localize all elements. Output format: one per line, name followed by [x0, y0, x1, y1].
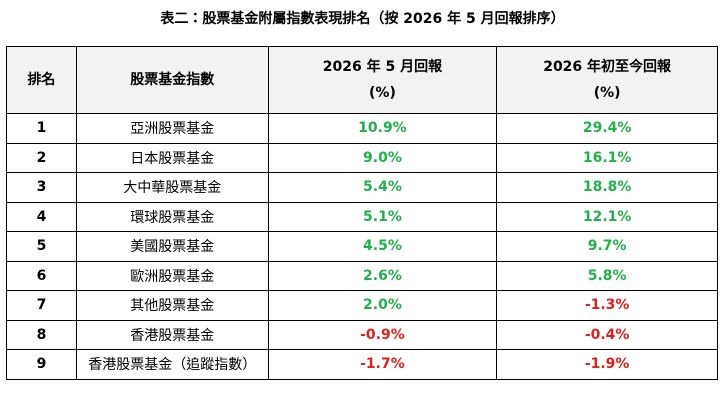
table-row: 6 歐洲股票基金 2.6% 5.8%: [6, 260, 718, 291]
return-cell: -0.4%: [496, 319, 718, 350]
fund-name-cell: 大中華股票基金: [75, 172, 269, 203]
column-header: 2026 年 5 月回報 (%): [267, 46, 498, 114]
rank-cell: 6: [6, 260, 77, 291]
table-title: 表二：股票基金附屬指數表現排名（按 2026 年 5 月回報排序）: [160, 11, 565, 27]
return-cell: -1.3%: [496, 290, 718, 321]
return-cell: 5.8%: [496, 260, 718, 291]
table-row: 7 其他股票基金 2.0% -1.3%: [6, 290, 718, 321]
table-row: 3 大中華股票基金 5.4% 18.8%: [6, 172, 718, 203]
return-cell: -0.9%: [267, 319, 498, 350]
fund-name-cell: 日本股票基金: [75, 142, 269, 173]
return-cell: 5.4%: [267, 172, 498, 203]
table-row: 1 亞洲股票基金 10.9% 29.4%: [6, 113, 718, 144]
rank-cell: 8: [6, 319, 77, 350]
rank-cell: 7: [6, 290, 77, 321]
fund-name-cell: 美國股票基金: [75, 231, 269, 262]
return-cell: -1.7%: [267, 349, 498, 380]
fund-name-cell: 香港股票基金（追蹤指數）: [75, 349, 269, 380]
return-cell: 18.8%: [496, 172, 718, 203]
rank-cell: 1: [6, 113, 77, 144]
header-line: (%): [593, 85, 621, 101]
return-cell: 10.9%: [267, 113, 498, 144]
header-line: (%): [369, 85, 396, 101]
header-line: 排名: [27, 72, 56, 88]
header-row: 排名 股票基金指數 2026 年 5 月回報 (%) 2026 年初至今回報 (%): [6, 46, 718, 114]
column-header: 排名: [6, 46, 77, 114]
fund-name-cell: 環球股票基金: [75, 201, 269, 232]
return-cell: 9.7%: [496, 231, 718, 262]
rank-cell: 5: [6, 231, 77, 262]
table-row: 9 香港股票基金（追蹤指數） -1.7% -1.9%: [6, 349, 718, 380]
column-header: 2026 年初至今回報 (%): [496, 46, 718, 114]
table-body: 1 亞洲股票基金 10.9% 29.4% 2 日本股票基金 9.0% 16.1% 3 大中華股票基…: [6, 113, 718, 380]
column-header: 股票基金指數: [75, 46, 269, 114]
rank-cell: 2: [6, 142, 77, 173]
rank-cell: 9: [6, 349, 77, 380]
return-cell: 16.1%: [496, 142, 718, 173]
return-cell: 29.4%: [496, 113, 718, 144]
table-row: 2 日本股票基金 9.0% 16.1%: [6, 142, 718, 173]
return-cell: 5.1%: [267, 201, 498, 232]
fund-name-cell: 亞洲股票基金: [75, 113, 269, 144]
fund-name-cell: 香港股票基金: [75, 319, 269, 350]
fund-name-cell: 其他股票基金: [75, 290, 269, 321]
header-line: 股票基金指數: [130, 72, 215, 88]
rank-cell: 3: [6, 172, 77, 203]
rank-cell: 4: [6, 201, 77, 232]
return-cell: 2.6%: [267, 260, 498, 291]
return-cell: 12.1%: [496, 201, 718, 232]
fund-name-cell: 歐洲股票基金: [75, 260, 269, 291]
header-line: 2026 年 5 月回報: [322, 59, 443, 75]
table-head: 排名 股票基金指數 2026 年 5 月回報 (%) 2026 年初至今回報 (%): [6, 46, 718, 114]
return-cell: -1.9%: [496, 349, 718, 380]
header-line: 2026 年初至今回報: [543, 59, 672, 75]
return-cell: 9.0%: [267, 142, 498, 173]
table-row: 8 香港股票基金 -0.9% -0.4%: [6, 319, 718, 350]
return-cell: 2.0%: [267, 290, 498, 321]
table-row: 4 環球股票基金 5.1% 12.1%: [6, 201, 718, 232]
return-cell: 4.5%: [267, 231, 498, 262]
table-row: 5 美國股票基金 4.5% 9.7%: [6, 231, 718, 262]
